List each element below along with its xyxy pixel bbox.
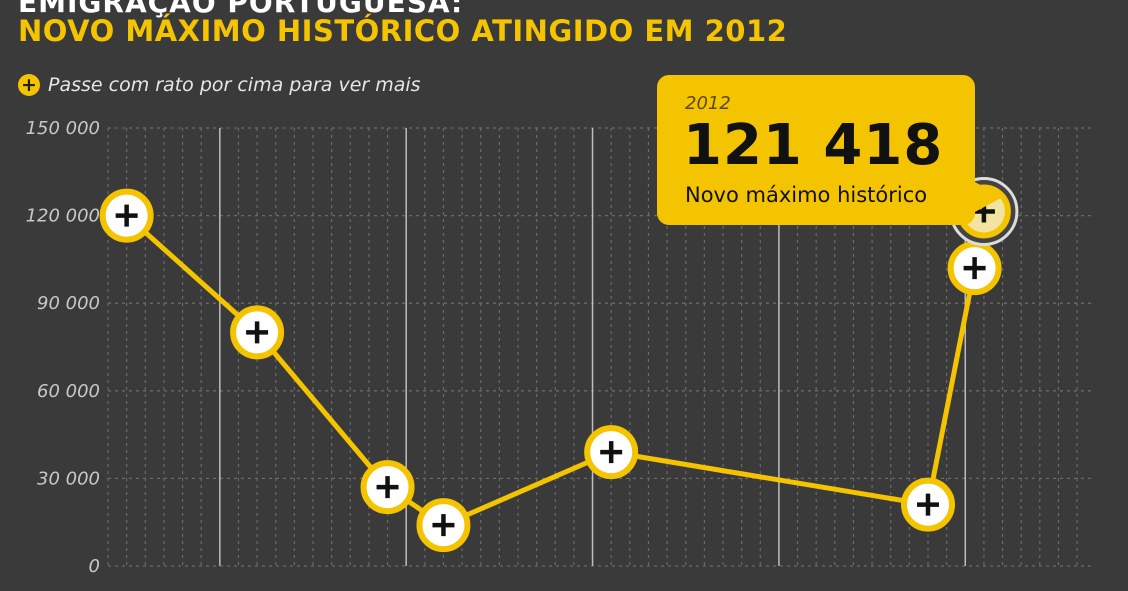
y-tick-label: 150 000 <box>26 118 100 139</box>
y-tick-label: 90 000 <box>37 293 100 314</box>
y-tick-label: 30 000 <box>37 468 100 489</box>
y-axis-ticks: 0 30 000 60 000 90 000 120 000 150 000 <box>26 118 100 577</box>
chart-grid <box>107 127 1092 567</box>
data-point <box>360 460 415 515</box>
series-line-path <box>124 211 987 528</box>
tooltip-value: 121 418 <box>683 113 944 178</box>
y-tick-label: 0 <box>89 556 100 577</box>
plus-icon <box>432 514 455 537</box>
series-line <box>124 211 987 528</box>
data-point <box>584 425 639 480</box>
chart-title-top: EMIGRAÇÃO PORTUGUESA: <box>18 0 464 19</box>
data-point <box>230 305 285 360</box>
y-tick-label: 60 000 <box>37 381 100 402</box>
tooltip-label: Novo máximo histórico <box>685 183 928 207</box>
highlight-tooltip: 2012 121 418 Novo máximo histórico <box>657 75 1003 225</box>
data-point <box>947 241 1002 296</box>
data-points <box>99 176 1019 553</box>
plus-icon <box>376 476 399 499</box>
plus-circle-icon: + <box>18 74 40 96</box>
data-point <box>99 188 154 243</box>
plus-icon <box>600 441 623 464</box>
data-point <box>901 477 955 532</box>
tooltip-year: 2012 <box>685 93 731 114</box>
plus-icon <box>246 321 269 344</box>
plus-icon <box>963 257 986 280</box>
chart-title: NOVO MÁXIMO HISTÓRICO ATINGIDO EM 2012 <box>18 14 788 48</box>
y-tick-label: 120 000 <box>26 206 100 227</box>
plus-icon <box>917 493 939 516</box>
plus-icon <box>115 204 138 227</box>
hover-hint: + Passe com rato por cima para ver mais <box>18 74 421 96</box>
data-point <box>416 498 471 553</box>
hint-text: Passe com rato por cima para ver mais <box>48 74 421 96</box>
